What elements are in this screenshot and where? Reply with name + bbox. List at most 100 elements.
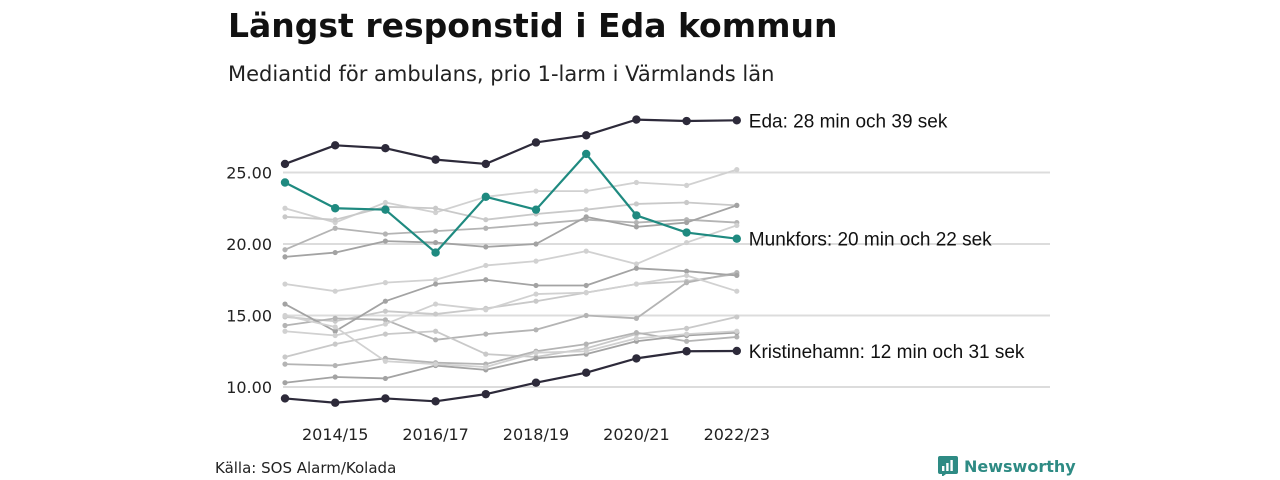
data-point (633, 335, 640, 341)
data-point (433, 301, 439, 307)
data-point (684, 280, 690, 286)
data-point-munkfors (431, 248, 440, 257)
data-point (483, 277, 489, 283)
data-point (332, 249, 338, 256)
data-point-munkfors (280, 178, 290, 187)
data-point (282, 380, 288, 386)
data-point (382, 321, 388, 327)
data-point (533, 298, 539, 304)
series-label-eda: Eda: 28 min och 39 sek (749, 111, 948, 132)
series-line-eda (284, 118, 737, 166)
data-point (533, 241, 539, 247)
series-line (284, 224, 738, 293)
data-point (282, 205, 288, 211)
data-point (483, 225, 489, 231)
data-point-munkfors (331, 204, 340, 213)
data-point (734, 202, 740, 208)
data-point (633, 224, 640, 230)
data-point (282, 214, 288, 220)
data-point-kristinehamn (381, 394, 390, 403)
data-point-munkfors (381, 205, 390, 214)
series-line (284, 316, 737, 358)
data-point (684, 182, 690, 188)
data-point (483, 262, 489, 269)
x-tick-label: 2016/17 (402, 425, 468, 444)
data-point (433, 361, 439, 367)
data-point (282, 322, 288, 329)
chart-subtitle: Mediantid för ambulans, prio 1-larm i Vä… (228, 62, 775, 86)
data-point (684, 268, 690, 274)
data-point (583, 290, 589, 296)
data-point (483, 331, 489, 337)
data-point (332, 374, 338, 380)
series-line (284, 331, 737, 384)
data-point (282, 361, 288, 367)
data-point (684, 272, 690, 279)
series-line (284, 274, 738, 337)
x-tick-label: 2018/19 (503, 425, 569, 444)
data-point (382, 231, 388, 237)
data-point (734, 272, 740, 279)
data-point (332, 362, 338, 369)
data-point (533, 258, 539, 264)
data-point (433, 209, 439, 216)
series-line (284, 267, 737, 333)
data-point (583, 248, 589, 254)
chart-title: Längst responstid i Eda kommun (228, 6, 838, 45)
data-point (633, 265, 640, 271)
data-point (633, 315, 640, 321)
data-point (332, 225, 338, 231)
data-point (633, 219, 640, 226)
data-point-kristinehamn (682, 347, 691, 356)
data-point (684, 199, 690, 206)
series-label-kristinehamn: Kristinehamn: 12 min och 31 sek (749, 342, 1025, 363)
data-point-kristinehamn (331, 398, 340, 407)
data-point-kristinehamn (732, 346, 741, 356)
data-point (433, 281, 439, 287)
data-point (282, 247, 288, 253)
data-point-eda (582, 131, 591, 140)
data-point (583, 312, 589, 319)
data-point (382, 331, 388, 337)
data-point (332, 341, 338, 347)
series-line (284, 218, 737, 251)
data-point-eda (381, 143, 390, 153)
data-point-kristinehamn (481, 389, 490, 399)
data-point (583, 207, 589, 213)
data-point (633, 261, 640, 267)
series-line (284, 271, 737, 341)
data-point (633, 330, 640, 336)
data-point (583, 282, 589, 289)
series-label-munkfors: Munkfors: 20 min och 22 sek (749, 230, 992, 251)
data-point (533, 282, 539, 289)
data-point (433, 337, 439, 343)
data-point-eda (632, 115, 641, 124)
data-point-kristinehamn (531, 378, 541, 387)
data-point (282, 281, 288, 287)
data-point-munkfors (582, 149, 591, 159)
series-line (284, 201, 737, 221)
x-tick-label: 2014/15 (302, 425, 368, 444)
data-point (483, 307, 489, 313)
data-point (633, 179, 640, 186)
data-point (684, 325, 690, 331)
data-point (734, 288, 740, 294)
y-tick-label: 15.00 (226, 307, 272, 326)
data-point (332, 315, 338, 321)
data-point (533, 355, 539, 361)
data-point (433, 311, 439, 317)
data-point-eda (280, 159, 290, 169)
data-point (684, 219, 690, 226)
data-point (633, 201, 640, 207)
data-point (684, 331, 690, 337)
data-point (382, 298, 388, 304)
data-point (332, 332, 338, 339)
data-point (734, 328, 740, 334)
data-point-eda (531, 138, 541, 147)
data-point (483, 244, 489, 250)
data-point-kristinehamn (582, 368, 591, 377)
data-point (583, 348, 589, 354)
y-tick-label: 25.00 (226, 164, 272, 183)
data-point (583, 341, 589, 347)
